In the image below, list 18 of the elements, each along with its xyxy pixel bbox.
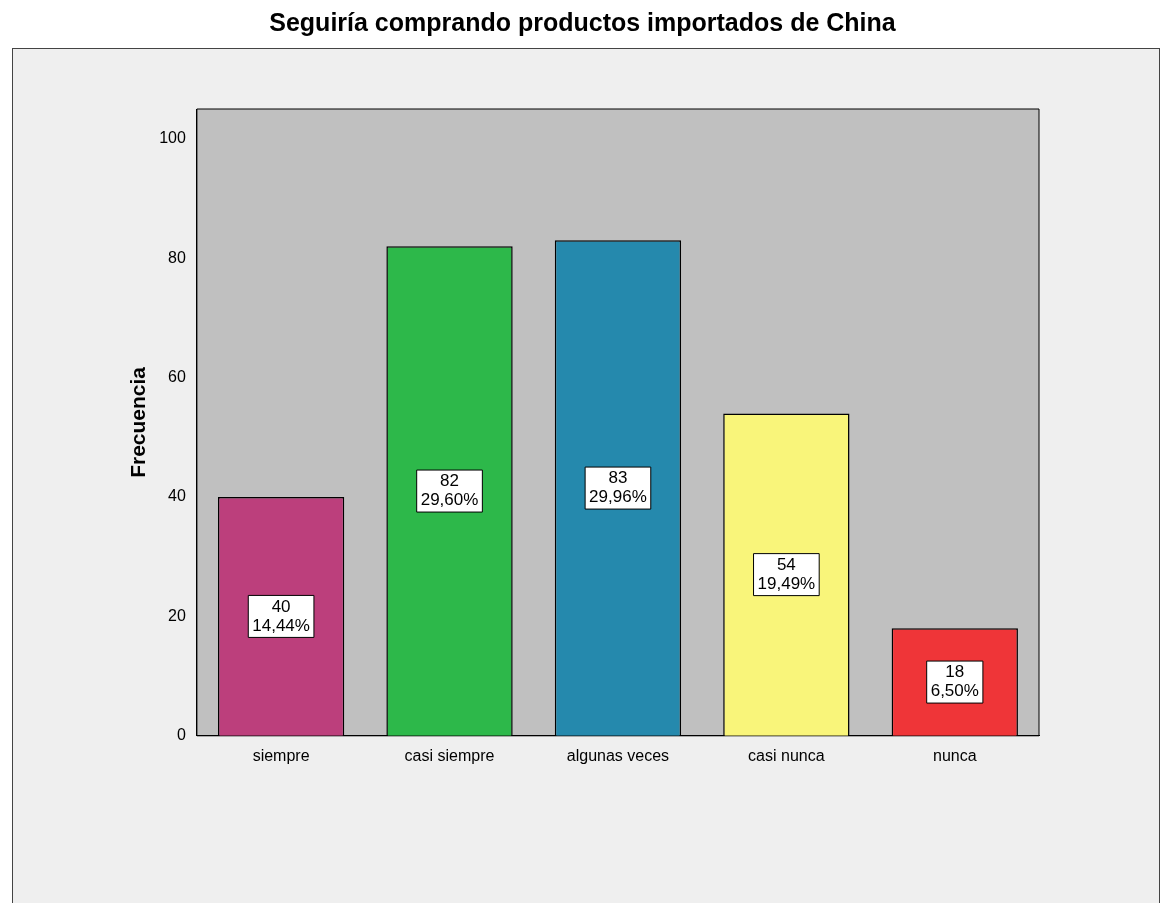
chart-title: Seguiría comprando productos importados de China (268, 8, 897, 37)
y-tick-label: 0 (176, 726, 186, 744)
y-tick-label: 100 (159, 129, 186, 147)
y-axis-title: Frecuencia (126, 366, 150, 478)
data-label: 83 29,96% (589, 468, 647, 507)
y-tick-label: 60 (168, 368, 186, 386)
y-tick-label: 20 (168, 606, 186, 624)
x-tick-label: siempre (252, 746, 310, 764)
x-tick-label: casi nunca (748, 746, 825, 764)
y-tick-label: 40 (168, 487, 186, 505)
x-tick-label: nunca (932, 746, 977, 764)
x-tick-label: casi siempre (404, 746, 495, 764)
data-label: 18 6,50% (930, 662, 979, 701)
x-tick-label: algunas veces (566, 746, 670, 764)
data-label: 54 19,49% (757, 554, 816, 593)
data-label: 82 29,60% (420, 471, 479, 510)
data-label: 40 14,44% (252, 596, 310, 635)
y-tick-label: 80 (168, 248, 186, 266)
